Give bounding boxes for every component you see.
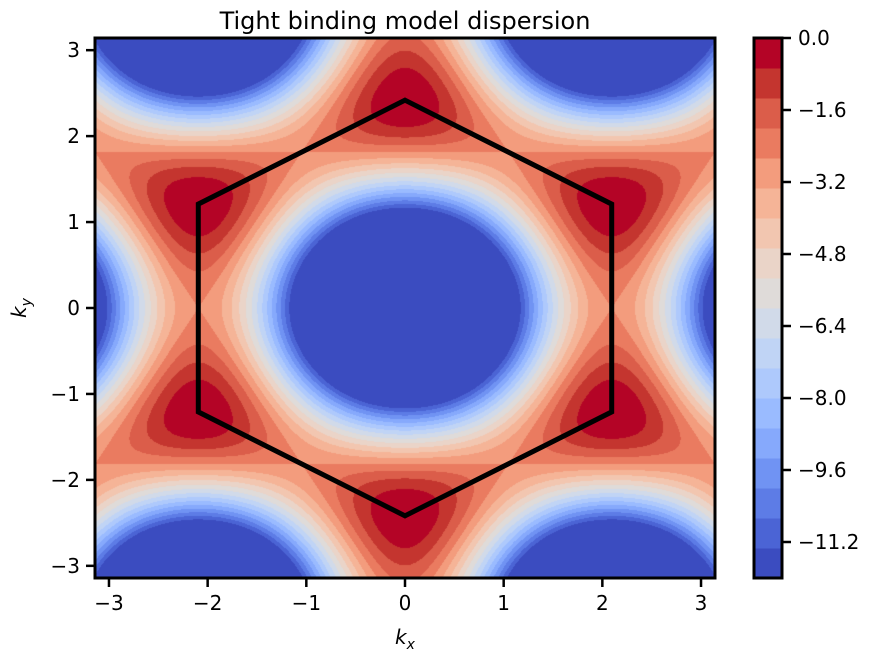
y-axis-label: ky <box>7 297 35 318</box>
colorbar-band <box>754 368 782 399</box>
colorbar-band <box>754 308 782 339</box>
y-tick-label: 3 <box>67 38 80 62</box>
colorbar-bands <box>754 38 782 579</box>
chart-title: Tight binding model dispersion <box>219 7 591 35</box>
colorbar-band <box>754 128 782 159</box>
colorbar-band <box>754 398 782 429</box>
x-tick-label: 2 <box>596 591 609 615</box>
colorbar-band <box>754 248 782 279</box>
y-tick-label: 0 <box>67 296 80 320</box>
colorbar-band <box>754 188 782 219</box>
colorbar-tick-label: −9.6 <box>798 458 847 482</box>
x-axis-ticks: −3 −2 −1 0 1 2 3 <box>94 578 707 615</box>
x-tick-label: 0 <box>399 591 412 615</box>
dispersion-contour-fill <box>95 38 715 578</box>
colorbar-band <box>754 38 782 69</box>
colorbar-tick-label: −11.2 <box>798 530 859 554</box>
colorbar-band <box>754 278 782 309</box>
colorbar-band <box>754 158 782 189</box>
y-tick-label: −2 <box>51 468 80 492</box>
y-tick-label: 2 <box>67 124 80 148</box>
colorbar-tick-label: 0.0 <box>798 26 830 50</box>
colorbar-band <box>754 428 782 459</box>
colorbar-band <box>754 338 782 369</box>
colorbar-ticks: 0.0 −1.6 −3.2 −4.8 −6.4 −8.0 −9.6 −11.2 <box>782 26 859 554</box>
colorbar-band <box>754 488 782 519</box>
colorbar-band <box>754 458 782 489</box>
brillouin-zone-hexagon <box>195 97 615 519</box>
colorbar-tick-label: −3.2 <box>798 170 847 194</box>
colorbar-band <box>754 548 782 579</box>
colorbar-band <box>754 518 782 549</box>
colorbar-tick-label: −4.8 <box>798 242 847 266</box>
x-axis-label: kx <box>395 625 416 653</box>
colorbar-tick-label: −6.4 <box>798 314 847 338</box>
colorbar-tick-label: −1.6 <box>798 98 847 122</box>
x-tick-label: −1 <box>292 591 321 615</box>
x-tick-label: −3 <box>94 591 123 615</box>
colorbar-frame <box>752 36 784 580</box>
colorbar-tick-label: −8.0 <box>798 386 847 410</box>
colorbar-band <box>754 98 782 129</box>
x-tick-label: −2 <box>193 591 222 615</box>
y-tick-label: 1 <box>67 210 80 234</box>
colorbar-band <box>754 218 782 249</box>
colorbar-band <box>754 68 782 99</box>
x-tick-label: 3 <box>695 591 708 615</box>
x-tick-label: 1 <box>497 591 510 615</box>
y-tick-label: −3 <box>51 554 80 578</box>
y-tick-label: −1 <box>51 382 80 406</box>
y-axis-ticks: −3 −2 −1 0 1 2 3 <box>51 38 95 578</box>
plot-area <box>93 36 717 580</box>
colorbar: 0.0 −1.6 −3.2 −4.8 −6.4 −8.0 −9.6 −11.2 <box>752 26 859 580</box>
